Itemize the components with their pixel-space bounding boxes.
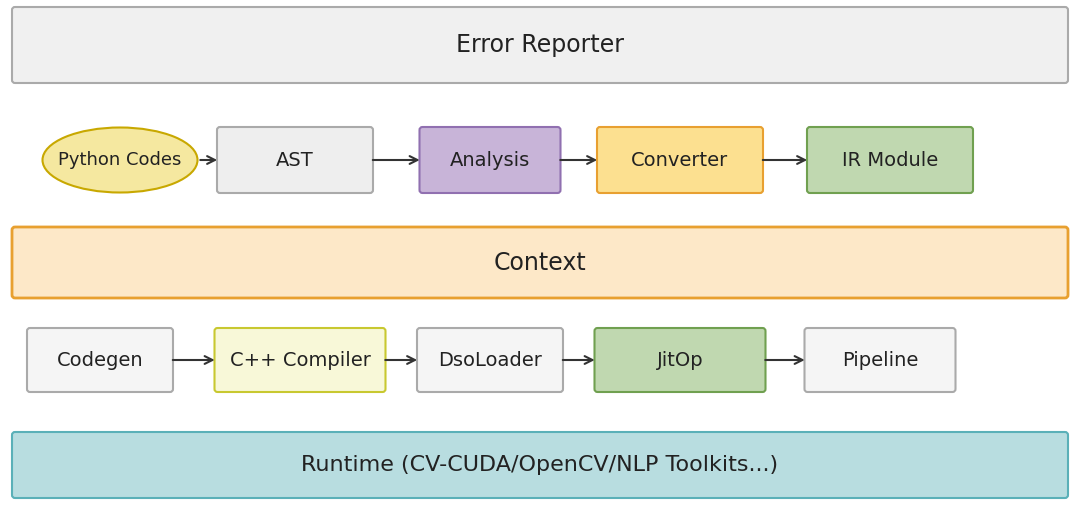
Text: AST: AST <box>276 150 314 170</box>
Text: Context: Context <box>494 250 586 275</box>
FancyBboxPatch shape <box>805 328 956 392</box>
FancyBboxPatch shape <box>594 328 766 392</box>
FancyBboxPatch shape <box>12 7 1068 83</box>
Text: Error Reporter: Error Reporter <box>456 33 624 57</box>
FancyBboxPatch shape <box>807 127 973 193</box>
Text: DsoLoader: DsoLoader <box>438 350 542 370</box>
Ellipse shape <box>42 127 198 192</box>
Text: Analysis: Analysis <box>450 150 530 170</box>
Text: C++ Compiler: C++ Compiler <box>230 350 370 370</box>
Text: IR Module: IR Module <box>842 150 939 170</box>
Text: JitOp: JitOp <box>657 350 703 370</box>
FancyBboxPatch shape <box>12 432 1068 498</box>
FancyBboxPatch shape <box>597 127 762 193</box>
FancyBboxPatch shape <box>12 227 1068 298</box>
FancyBboxPatch shape <box>215 328 386 392</box>
FancyBboxPatch shape <box>417 328 563 392</box>
Text: Python Codes: Python Codes <box>58 151 181 169</box>
Text: Codegen: Codegen <box>56 350 144 370</box>
FancyBboxPatch shape <box>419 127 561 193</box>
Text: Runtime (CV-CUDA/OpenCV/NLP Toolkits...): Runtime (CV-CUDA/OpenCV/NLP Toolkits...) <box>301 455 779 475</box>
FancyBboxPatch shape <box>217 127 373 193</box>
Text: Pipeline: Pipeline <box>841 350 918 370</box>
Text: Converter: Converter <box>632 150 729 170</box>
FancyBboxPatch shape <box>27 328 173 392</box>
